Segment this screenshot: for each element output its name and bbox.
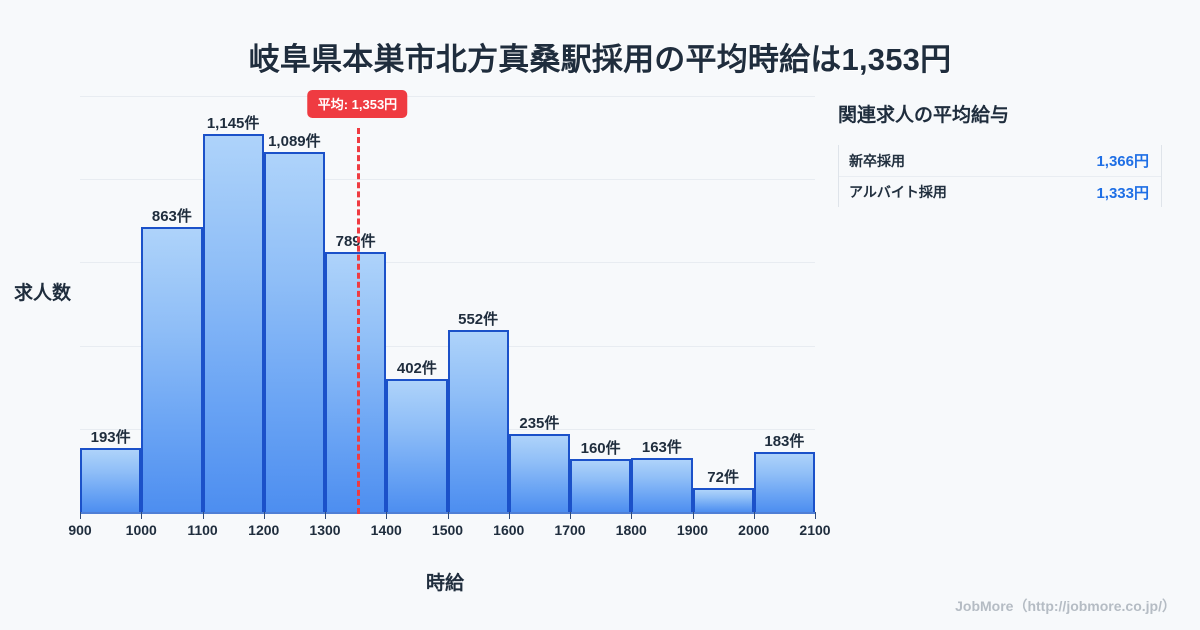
x-axis-tick [692,512,694,519]
bar-value-label: 552件 [458,310,499,328]
bar-value-label: 235件 [519,415,560,433]
histogram-bar [80,448,142,512]
x-axis-tick [263,512,265,519]
x-axis-tick-label: 2100 [799,522,831,538]
gridline [80,262,815,264]
bar-value-label: 863件 [151,208,192,226]
x-axis-tick [508,512,510,519]
footer-watermark: JobMore（http://jobmore.co.jp/） [955,598,1176,614]
row-label: アルバイト採用 [849,184,947,200]
x-axis-tick-label: 1400 [370,522,402,538]
histogram-bar [202,133,264,512]
x-axis-tick-label: 900 [68,522,92,538]
x-axis-title: 時給 [425,573,464,594]
x-axis-tick [815,512,816,519]
x-axis-tick-label: 1200 [248,522,280,538]
x-axis-tick-label: 1900 [676,522,709,538]
x-axis-tick [386,512,388,519]
histogram-bar [263,152,325,512]
histogram-bar [570,459,632,512]
x-axis-tick [141,512,143,519]
x-axis-tick-label: 1100 [187,522,218,538]
x-axis-tick [80,512,81,519]
bar-value-label: 160件 [580,440,621,458]
page-title: 岐阜県本巣市北方真桑駅採用の平均時給は1,353円 [248,42,952,77]
bar-value-label: 72件 [707,469,739,487]
bar-value-label: 183件 [764,432,805,450]
histogram-bar [631,458,693,512]
related-salary-table: 新卒採用 1,366円アルバイト採用 1,333円 [838,145,1162,207]
histogram-bar [325,251,387,512]
mean-badge: 平均: 1,353円 [307,90,408,118]
histogram-bar [141,227,203,512]
x-axis-tick-label: 1300 [309,522,341,538]
mean-line [357,128,361,514]
x-axis-tick [570,512,571,519]
related-salary-panel: 関連求人の平均給与 新卒採用 1,366円アルバイト採用 1,333円 [838,100,1168,207]
histogram-bar [692,488,754,512]
histogram-bar [753,451,815,512]
related-salary-title: 関連求人の平均給与 [838,105,1010,126]
x-axis-tick [202,512,204,519]
bar-value-label: 789件 [335,232,376,250]
bar-value-label: 163件 [641,439,682,457]
gridline [80,96,815,97]
x-axis-tick [447,512,449,519]
gridline [80,179,815,181]
row-label: 新卒採用 [849,152,905,169]
x-axis-tick [631,512,633,519]
histogram-chart: 193件 863件 1,145件 1,089件 789件 402件 552件 235件 160件… [14,90,831,594]
x-axis-tick [325,512,326,519]
x-axis-tick-label: 1700 [554,522,586,538]
bar-value-label: 1,089件 [268,133,321,151]
table-row: 新卒採用 1,366円 [839,145,1161,176]
bar-value-label: 1,145件 [206,114,260,132]
x-axis-tick-label: 1800 [615,522,647,538]
bar-value-label: 193件 [90,429,131,447]
y-axis-title: 求人数 [14,283,72,304]
histogram-bar [386,379,448,512]
table-row: アルバイト採用 1,333円 [839,176,1161,207]
histogram-bar [508,434,570,512]
x-axis-tick-label: 1000 [125,522,157,538]
row-value: 1,366円 [1096,153,1149,170]
x-axis-tick-label: 2000 [738,522,770,538]
x-axis-tick-label: 1500 [431,522,464,538]
x-axis-tick [753,512,755,519]
histogram-bar [447,329,509,512]
x-axis-tick-label: 1600 [493,522,525,538]
row-value: 1,333円 [1096,184,1149,202]
bar-value-label: 402件 [396,360,437,378]
